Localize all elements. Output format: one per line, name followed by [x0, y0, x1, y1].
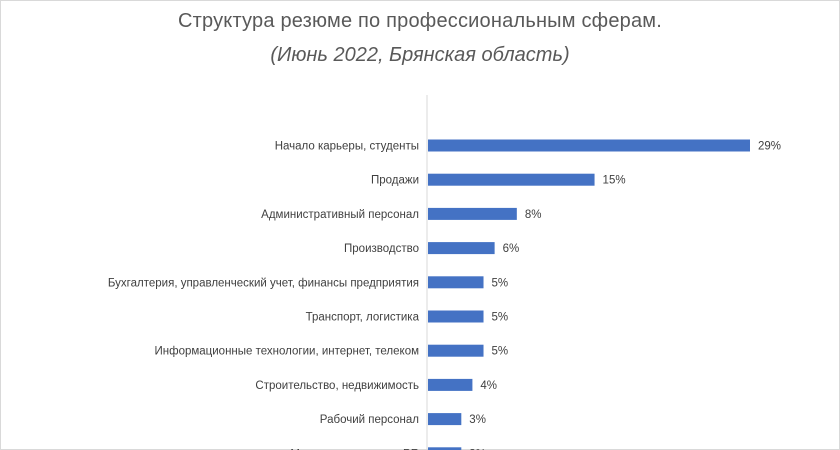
value-labels-group: 29% 15% 8% 6% 5% 5% 5% 4% 3% 3%	[469, 141, 781, 450]
category-label: Информационные технологии, интернет, тел…	[155, 346, 420, 358]
value-label: 5%	[492, 346, 509, 358]
value-label: 4%	[480, 380, 497, 392]
category-label: Транспорт, логистика	[306, 312, 420, 324]
bar	[428, 173, 595, 186]
category-label: Рабочий персонал	[320, 414, 419, 426]
category-label: Бухгалтерия, управленческий учет, финанс…	[108, 277, 419, 289]
category-label: Производство	[344, 243, 419, 255]
category-label: Продажи	[371, 175, 419, 187]
value-label: 3%	[469, 414, 486, 426]
value-label: 8%	[525, 209, 542, 221]
chart-title: Структура резюме по профессиональным сфе…	[178, 10, 662, 32]
bar	[428, 413, 462, 426]
category-label: Начало карьеры, студенты	[275, 141, 419, 153]
category-label: Административный персонал	[261, 209, 419, 221]
bar	[428, 242, 495, 255]
bar	[428, 344, 484, 357]
category-labels-group: Начало карьеры, студенты Продажи Администр…	[108, 141, 420, 450]
bar	[428, 310, 484, 323]
bar	[428, 207, 517, 220]
bar	[428, 378, 473, 391]
category-label: Маркетинг, реклама, PR	[290, 448, 419, 450]
bar	[428, 447, 462, 450]
value-label: 6%	[503, 243, 520, 255]
bar	[428, 276, 484, 289]
value-label: 29%	[758, 141, 781, 153]
value-label: 5%	[492, 277, 509, 289]
bars-group	[428, 139, 750, 450]
value-label: 3%	[469, 448, 486, 450]
value-label: 5%	[492, 312, 509, 324]
chart-subtitle: (Июнь 2022, Брянская область)	[270, 44, 570, 66]
value-label: 15%	[603, 175, 626, 187]
category-label: Строительство, недвижимость	[255, 380, 419, 392]
bar	[428, 139, 750, 152]
